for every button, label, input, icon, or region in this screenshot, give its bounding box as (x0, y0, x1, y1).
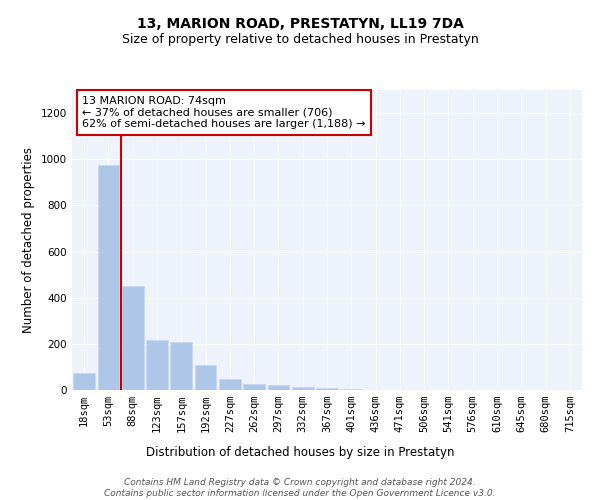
Text: Distribution of detached houses by size in Prestatyn: Distribution of detached houses by size … (146, 446, 454, 459)
Text: 13 MARION ROAD: 74sqm
← 37% of detached houses are smaller (706)
62% of semi-det: 13 MARION ROAD: 74sqm ← 37% of detached … (82, 96, 366, 129)
Text: Contains HM Land Registry data © Crown copyright and database right 2024.
Contai: Contains HM Land Registry data © Crown c… (104, 478, 496, 498)
Bar (292, 387, 314, 390)
Bar (73, 372, 95, 390)
Y-axis label: Number of detached properties: Number of detached properties (22, 147, 35, 333)
Bar (316, 388, 338, 390)
Bar (243, 384, 265, 390)
Text: Size of property relative to detached houses in Prestatyn: Size of property relative to detached ho… (122, 32, 478, 46)
Bar (97, 165, 119, 390)
Bar (170, 342, 192, 390)
Bar (268, 386, 289, 390)
Bar (194, 364, 217, 390)
Bar (122, 286, 143, 390)
Bar (146, 340, 168, 390)
Text: 13, MARION ROAD, PRESTATYN, LL19 7DA: 13, MARION ROAD, PRESTATYN, LL19 7DA (137, 18, 463, 32)
Bar (219, 379, 241, 390)
